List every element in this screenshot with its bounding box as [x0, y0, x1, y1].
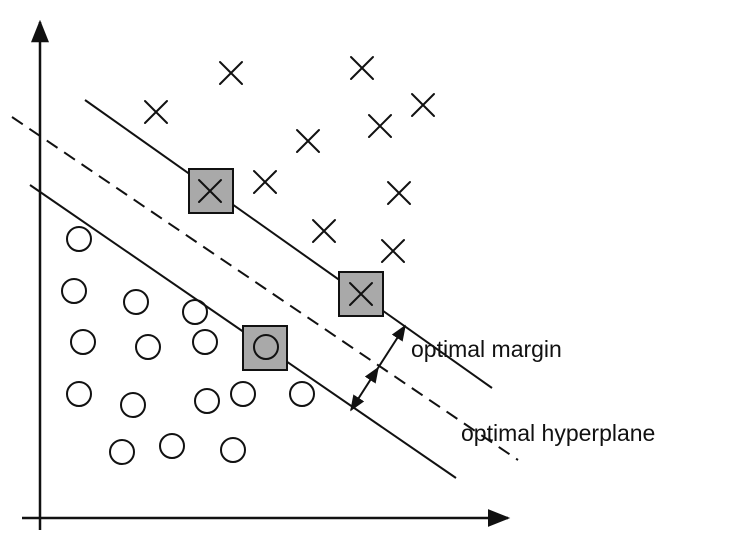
x-mark	[198, 179, 222, 203]
circle-mark	[66, 381, 92, 407]
circle-mark	[192, 329, 218, 355]
circle-mark	[61, 278, 87, 304]
circle-mark	[135, 334, 161, 360]
circle-mark	[289, 381, 315, 407]
circle-mark	[70, 329, 96, 355]
x-mark	[312, 219, 336, 243]
x-mark	[349, 282, 373, 306]
circle-mark	[194, 388, 220, 414]
circle-mark	[253, 334, 279, 360]
circle-mark	[109, 439, 135, 465]
circle-mark	[120, 392, 146, 418]
circle-mark	[182, 299, 208, 325]
x-mark	[296, 129, 320, 153]
optimal-hyperplane-line	[11, 116, 519, 461]
x-mark	[368, 114, 392, 138]
x-mark	[350, 56, 374, 80]
x-mark	[387, 181, 411, 205]
negative-class-markers	[61, 226, 315, 465]
x-mark	[411, 93, 435, 117]
support-vector-square	[242, 325, 288, 371]
x-mark	[144, 100, 168, 124]
circle-mark	[159, 433, 185, 459]
circle-mark	[66, 226, 92, 252]
x-mark	[253, 170, 277, 194]
circle-mark	[230, 381, 256, 407]
positive-class-markers	[144, 56, 435, 306]
x-mark	[219, 61, 243, 85]
margin-arrow	[350, 367, 379, 412]
optimal-hyperplane-label: optimal hyperplane	[461, 420, 655, 446]
x-mark	[381, 239, 405, 263]
optimal-margin-label: optimal margin	[411, 336, 562, 362]
circle-mark	[123, 289, 149, 315]
margin-arrow	[364, 324, 406, 384]
circle-mark	[220, 437, 246, 463]
upper-margin-line	[84, 99, 493, 389]
